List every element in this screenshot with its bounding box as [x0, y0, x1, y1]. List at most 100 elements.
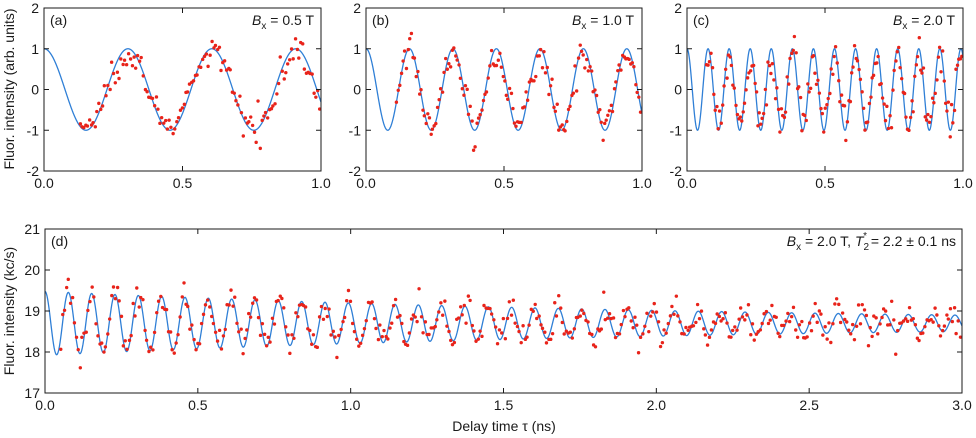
- panel-d-data-point: [417, 287, 421, 291]
- panel-d-y-tick-label: 20: [24, 262, 40, 278]
- panel-c-y-tick-label: 1: [674, 41, 682, 57]
- panel-d-data-point: [492, 318, 496, 322]
- panel-c-data-point: [808, 86, 813, 91]
- panel-c-data-point: [792, 34, 797, 39]
- panel-a-x-tick-label: 0.5: [173, 175, 193, 191]
- panel-d-data-point: [208, 305, 212, 309]
- panel-d-data-point: [131, 301, 135, 306]
- panel-a-data-point: [204, 52, 209, 56]
- panel-d-data-point: [321, 317, 326, 321]
- panel-c-data-point: [837, 78, 841, 83]
- panel-a-data-point: [277, 81, 281, 86]
- panel-d-data-point: [346, 288, 351, 293]
- panel-d-data-point: [651, 310, 655, 314]
- panel-d-data-point: [725, 321, 729, 325]
- panel-d-data-point: [789, 314, 794, 319]
- panel-d-data-point: [527, 323, 531, 327]
- panel-a-data-point: [282, 77, 286, 81]
- panel-c-data-point: [921, 66, 926, 70]
- panel-d-data-point: [883, 309, 888, 313]
- panel-c-data-point: [915, 54, 920, 59]
- panel-d-data-point: [578, 314, 582, 318]
- panel-d-data-point: [156, 299, 161, 303]
- panel-a-data-point: [176, 116, 181, 120]
- panel-d-data-point: [439, 301, 443, 305]
- panel-c-data-point: [889, 126, 894, 130]
- panel-d-data-point: [948, 306, 953, 311]
- panel-b-data-point: [419, 87, 423, 92]
- panel-d-data-point: [843, 317, 847, 322]
- panel-d-data-point: [382, 328, 386, 333]
- panel-c-data-point: [753, 81, 757, 86]
- panel-c-x-tick-label: 0.5: [815, 175, 835, 191]
- panel-d-data-point: [559, 306, 563, 310]
- panel-d-data-point: [380, 334, 384, 339]
- panel-d-data-point: [423, 320, 428, 324]
- panel-b-data-point: [406, 47, 410, 52]
- panel-d-data-point: [123, 339, 127, 343]
- panel-d-data-point: [333, 335, 337, 339]
- panel-d-data-point: [88, 299, 92, 304]
- panel-d-data-point: [621, 308, 626, 313]
- panel-b-data-point: [512, 121, 517, 125]
- panel-d-data-point: [507, 300, 512, 304]
- panel-c-data-point: [723, 67, 728, 71]
- panel-d-data-point: [335, 355, 339, 360]
- panel-d-data-point: [337, 333, 341, 338]
- panel-a-data-point: [301, 42, 305, 46]
- panel-a-data-point: [232, 91, 236, 95]
- panel-d-data-point: [443, 299, 447, 303]
- panel-c-data-point: [951, 121, 955, 125]
- panel-c-data-point: [816, 78, 820, 83]
- panel-d-data-point: [190, 323, 194, 327]
- panel-b-data-point: [426, 112, 430, 116]
- panel-d-data-point: [247, 311, 251, 316]
- panel-d-data-point: [72, 321, 77, 325]
- panel-a-data-point: [293, 37, 298, 41]
- panel-d-x-tick-label: 2.5: [799, 397, 819, 413]
- panel-c-data-point: [911, 110, 915, 114]
- panel-d-data-point: [703, 333, 708, 337]
- panel-c-data-point: [861, 106, 866, 110]
- panel-c-data-point: [943, 101, 948, 105]
- panel-d-data-point: [749, 333, 753, 337]
- panel-a-data-point: [297, 56, 301, 60]
- panel-d-data-point: [813, 301, 817, 306]
- panel-c-data-point: [761, 111, 766, 116]
- panel-d-data-point: [210, 314, 214, 319]
- panel-a-data-point: [252, 130, 257, 134]
- panel-d-data-point: [135, 286, 139, 290]
- panel-c-data-point: [886, 126, 891, 131]
- panel-d-data-point: [662, 328, 666, 332]
- panel-c-data-point: [942, 79, 946, 83]
- panel-c-data-point: [835, 61, 839, 65]
- panel-d-x-tick-label: 0.5: [188, 397, 208, 413]
- panel-b-data-point: [398, 83, 402, 88]
- panel-d-data-point: [613, 335, 618, 340]
- panel-d-data-point: [186, 304, 190, 309]
- panel-d-data-point: [168, 330, 173, 334]
- panel-d-data-point: [174, 341, 178, 345]
- panel-d-data-point: [121, 344, 126, 348]
- panel-b-data-point: [637, 95, 641, 99]
- panel-d-data-point: [549, 337, 553, 342]
- panel-d-data-point: [59, 347, 63, 351]
- panel-d-data-point: [325, 314, 329, 319]
- panel-d-data-point: [856, 303, 861, 307]
- panel-c-data-point: [891, 88, 895, 92]
- panel-d-data-point: [870, 334, 874, 339]
- panel-a-x-tick-label: 1.0: [311, 175, 331, 191]
- panel-a-data-point: [156, 107, 160, 111]
- panel-d-data-point: [892, 318, 896, 322]
- panel-a-annotation: Bx = 0.5 T: [252, 12, 314, 32]
- panel-d-data-point: [201, 312, 206, 317]
- panel-b-data-point: [483, 92, 487, 97]
- panel-c-data-point: [892, 68, 896, 73]
- panel-a-data-layer: [78, 37, 322, 151]
- panel-d-data-point: [148, 345, 153, 349]
- panel-a-data-point: [249, 115, 253, 119]
- panel-d-data-point: [911, 316, 915, 321]
- panel-d-data-point: [815, 320, 819, 325]
- panel-d-data-point: [606, 316, 610, 320]
- panel-a-data-point: [135, 53, 140, 58]
